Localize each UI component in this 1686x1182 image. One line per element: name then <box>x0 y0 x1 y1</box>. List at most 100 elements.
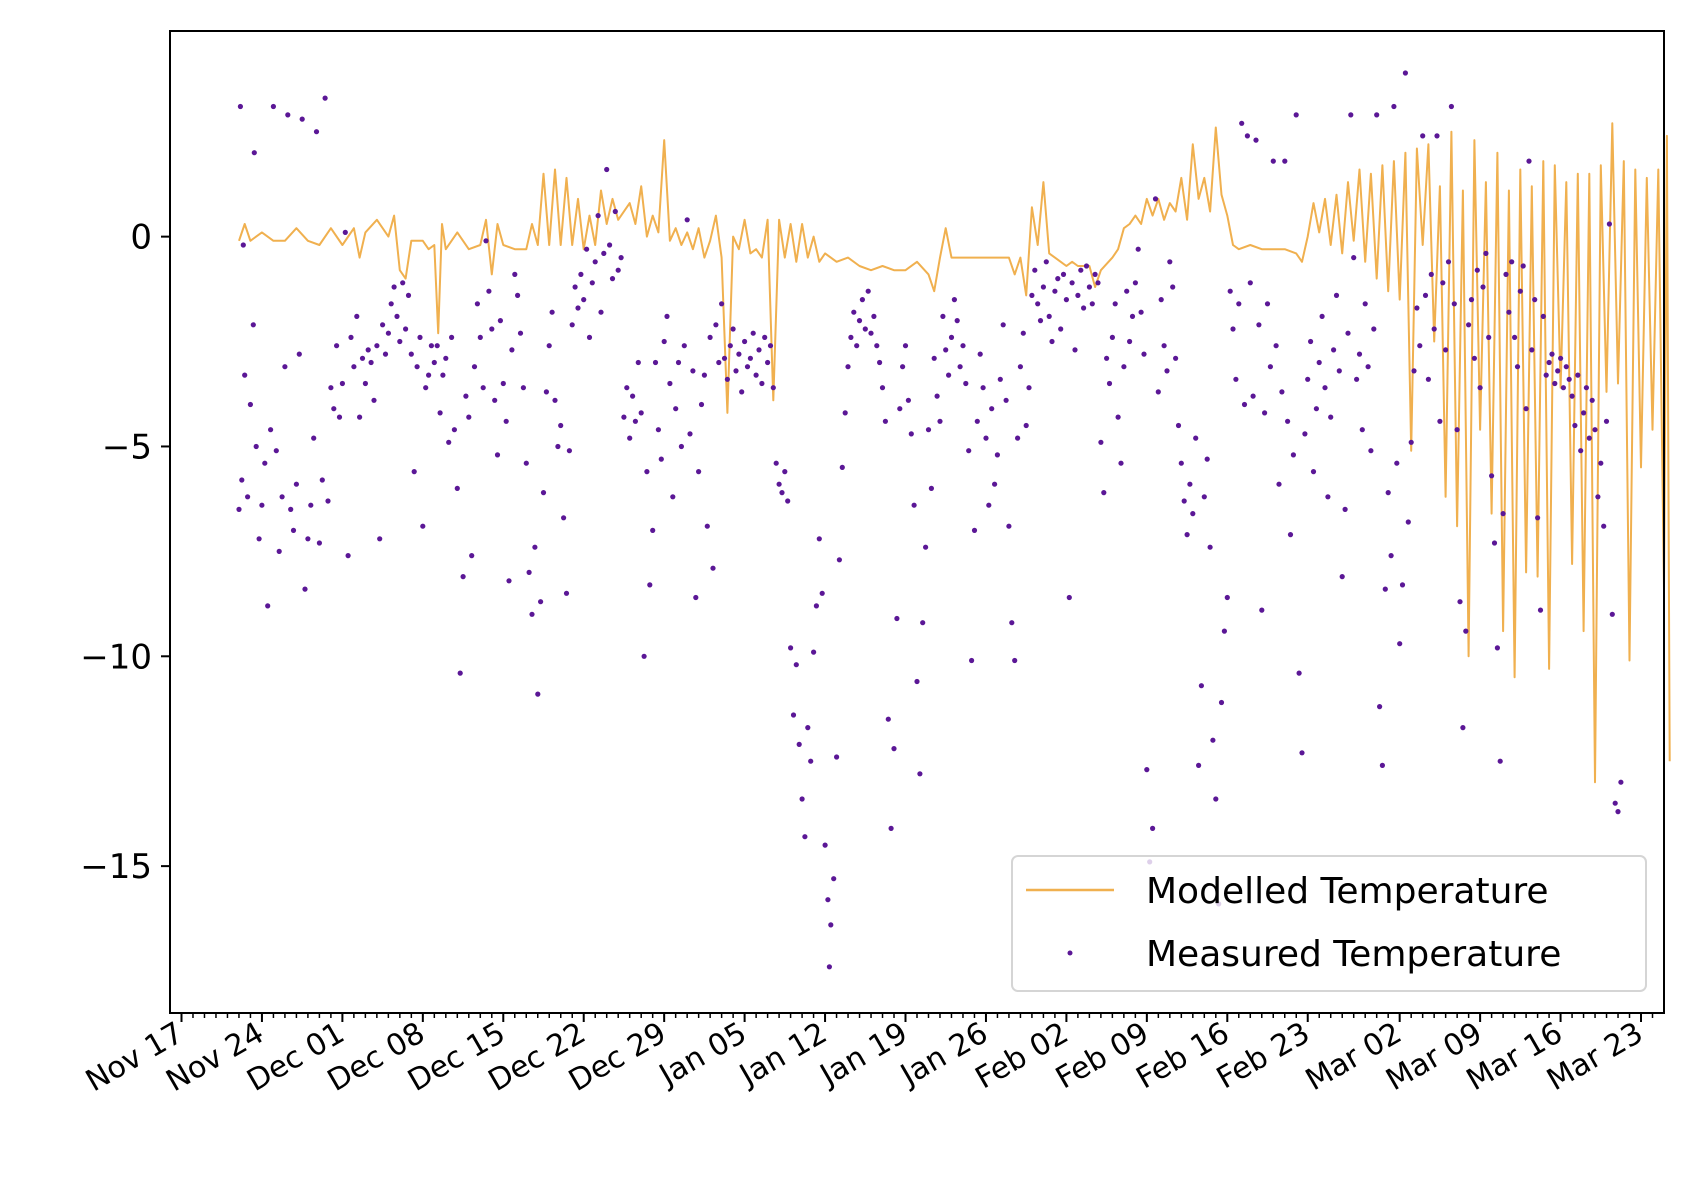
legend-box <box>1011 855 1647 992</box>
measured-temperature-point <box>1581 410 1587 416</box>
measured-temperature-point <box>874 343 880 349</box>
measured-temperature-point <box>1468 297 1475 303</box>
measured-temperature-point <box>1342 506 1348 512</box>
measured-temperature-point <box>822 842 828 848</box>
measured-temperature-point <box>247 401 253 408</box>
measured-temperature-point <box>520 385 527 391</box>
measured-temperature-point <box>1417 343 1423 349</box>
measured-temperature-point <box>652 359 659 366</box>
measured-temperature-point <box>1420 133 1426 139</box>
measured-temperature-point <box>971 527 978 534</box>
measured-temperature-point <box>879 385 886 391</box>
measured-temperature-point <box>733 368 739 374</box>
measured-temperature-point <box>540 490 547 496</box>
measured-temperature-point <box>770 385 776 391</box>
measured-temperature-point <box>1558 355 1564 361</box>
y-tick-label: −10 <box>80 637 152 677</box>
measured-temperature-point <box>1032 267 1038 273</box>
x-tick-label: Jan 05 <box>652 1016 753 1094</box>
measured-temperature-point <box>1592 427 1598 433</box>
measured-temperature-point <box>1434 133 1440 139</box>
measured-temperature-point <box>1135 246 1141 252</box>
measured-temperature-point <box>946 372 952 378</box>
measured-temperature-point <box>578 271 584 277</box>
measured-temperature-point <box>270 103 276 110</box>
measured-temperature-point <box>1267 364 1273 370</box>
measured-temperature-point <box>1115 414 1121 420</box>
measured-temperature-point <box>1402 70 1408 76</box>
measured-temperature-point <box>572 284 578 290</box>
measured-temperature-point <box>1351 255 1357 261</box>
measured-temperature-point <box>891 746 897 752</box>
measured-temperature-point <box>549 309 555 315</box>
measured-temperature-point <box>558 422 564 429</box>
measured-temperature-point <box>308 502 314 508</box>
measured-temperature-point <box>647 582 653 588</box>
measured-temperature-point <box>1339 574 1345 580</box>
measured-temperature-point <box>816 536 822 542</box>
measured-temperature-point <box>282 364 288 370</box>
measured-temperature-point <box>742 338 748 345</box>
measured-temperature-point <box>845 364 851 370</box>
measured-temperature-point <box>1101 490 1107 496</box>
measured-temperature-point <box>268 427 274 433</box>
measured-temperature-point <box>1273 343 1279 349</box>
measured-temperature-point <box>825 897 831 903</box>
measured-temperature-point <box>790 712 797 718</box>
measured-temperature-point <box>1405 519 1411 525</box>
measured-temperature-point <box>977 351 983 357</box>
measured-temperature-point <box>765 359 771 366</box>
measured-temperature-point <box>322 95 328 101</box>
measured-temperature-point <box>1279 389 1285 395</box>
measured-temperature-point <box>538 599 544 605</box>
measured-temperature-point <box>621 414 627 420</box>
measured-temperature-point <box>779 490 785 496</box>
measured-temperature-point <box>460 574 466 580</box>
measured-temperature-point <box>242 372 248 378</box>
measured-temperature-point <box>239 477 245 483</box>
measured-temperature-point <box>1305 376 1311 382</box>
measured-temperature-point <box>1213 796 1219 802</box>
measured-temperature-point <box>848 334 854 340</box>
measured-temperature-point <box>1463 628 1469 634</box>
measured-temperature-point <box>354 313 360 319</box>
measured-temperature-point <box>1555 368 1561 374</box>
measured-temperature-point <box>273 448 279 454</box>
measured-temperature-point <box>1526 158 1532 164</box>
measured-temperature-point <box>767 343 774 349</box>
measured-temperature-point <box>1603 418 1610 424</box>
measured-temperature-point <box>1241 401 1248 408</box>
measured-temperature-point <box>1282 158 1288 164</box>
measured-temperature-point <box>862 326 868 332</box>
measured-temperature-point <box>1491 540 1498 546</box>
measured-temperature-point <box>1086 284 1092 290</box>
measured-temperature-point <box>834 754 840 760</box>
measured-temperature-point <box>655 427 662 433</box>
measured-temperature-point <box>986 502 992 508</box>
measured-temperature-point <box>960 343 966 349</box>
measured-temperature-point <box>362 380 368 387</box>
measured-temperature-point <box>1612 800 1618 806</box>
measured-temperature-point <box>319 477 325 483</box>
measured-temperature-point <box>1098 439 1104 445</box>
measured-temperature-point <box>296 351 302 357</box>
measured-temperature-point <box>713 322 719 328</box>
measured-temperature-point <box>1310 469 1317 475</box>
measured-temperature-point <box>276 548 282 555</box>
measured-temperature-point <box>374 343 380 349</box>
measured-temperature-point <box>357 414 363 420</box>
measured-temperature-point <box>1319 313 1325 319</box>
measured-temperature-point <box>1563 364 1569 370</box>
measured-temperature-point <box>1060 271 1067 277</box>
measured-temperature-point <box>1129 313 1136 319</box>
measured-temperature-point <box>1601 523 1607 529</box>
measured-temperature-point <box>240 242 246 248</box>
measured-temperature-point <box>925 427 932 433</box>
measured-temperature-point <box>1196 762 1202 769</box>
measured-temperature-point <box>1075 292 1081 298</box>
measured-temperature-point <box>1250 393 1256 399</box>
measured-temperature-point <box>627 435 633 441</box>
x-tick-label: Feb 02 <box>970 1016 1075 1097</box>
